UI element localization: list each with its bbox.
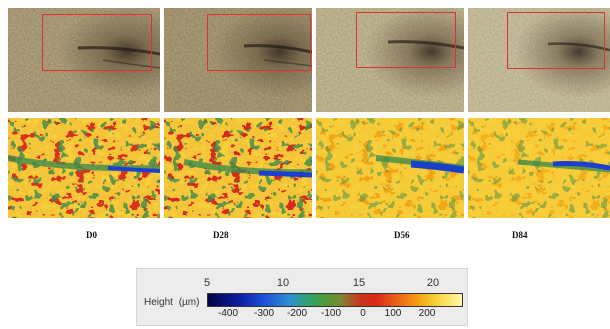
legend-bottom-tick: 100 [384, 308, 402, 319]
day-label-d28: D28 [213, 230, 229, 240]
region-of-interest-d84 [507, 12, 605, 69]
skin-photo-d84 [468, 8, 610, 112]
height-map-d56 [316, 118, 464, 218]
legend-height-unit: (µm) [178, 297, 200, 308]
skin-photo-d56 [316, 8, 464, 112]
region-of-interest-d0 [42, 14, 152, 71]
region-of-interest-d56 [356, 12, 456, 68]
legend-bottom-tick: -400 [217, 308, 239, 319]
day-label-d84: D84 [512, 230, 528, 240]
legend-height-text: Height [144, 297, 173, 308]
region-of-interest-d28 [207, 14, 311, 71]
legend-top-tick: 15 [352, 277, 366, 289]
height-map-d28 [164, 118, 312, 218]
legend-top-tick: 5 [203, 277, 211, 289]
height-map-d84 [468, 118, 610, 218]
skin-photo-d28 [164, 8, 312, 112]
height-colorbar [207, 293, 463, 307]
legend-bottom-tick: -100 [320, 308, 342, 319]
height-map-d0 [8, 118, 160, 218]
legend-bottom-tick: 0 [360, 308, 366, 319]
legend-bottom-tick: 200 [418, 308, 436, 319]
day-label-d0: D0 [86, 230, 97, 240]
legend-height-label: Height (µm) [144, 297, 199, 308]
day-label-d56: D56 [394, 230, 410, 240]
legend-bottom-tick: -300 [253, 308, 275, 319]
legend-bottom-tick: -200 [286, 308, 308, 319]
skin-photo-d0 [8, 8, 160, 112]
legend-top-tick: 20 [426, 277, 440, 289]
legend-top-tick: 10 [276, 277, 290, 289]
